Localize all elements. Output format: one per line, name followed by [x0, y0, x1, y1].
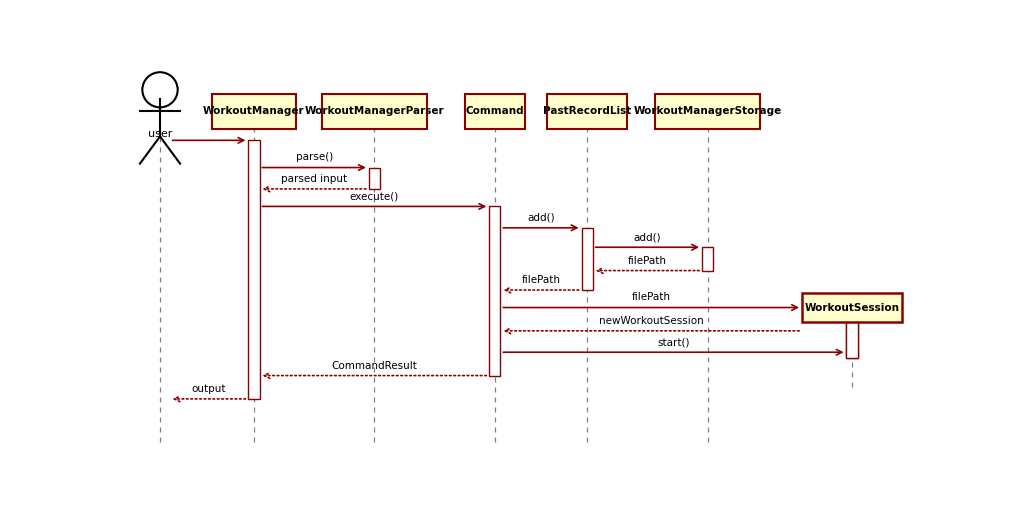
Text: start(): start()	[657, 337, 690, 347]
FancyBboxPatch shape	[702, 247, 713, 271]
FancyBboxPatch shape	[547, 93, 627, 129]
FancyBboxPatch shape	[322, 93, 427, 129]
FancyBboxPatch shape	[656, 93, 759, 129]
Text: CommandResult: CommandResult	[332, 361, 418, 371]
Text: user: user	[148, 129, 172, 139]
FancyBboxPatch shape	[249, 140, 260, 399]
FancyBboxPatch shape	[211, 93, 296, 129]
Text: parse(): parse()	[295, 153, 333, 163]
FancyBboxPatch shape	[581, 228, 593, 290]
FancyBboxPatch shape	[465, 93, 525, 129]
Text: add(): add()	[634, 232, 661, 242]
Text: WorkoutManagerStorage: WorkoutManagerStorage	[633, 106, 782, 116]
Text: add(): add()	[527, 213, 555, 223]
FancyBboxPatch shape	[489, 207, 500, 376]
Text: WorkoutManager: WorkoutManager	[203, 106, 305, 116]
Text: filePath: filePath	[521, 275, 560, 285]
FancyBboxPatch shape	[802, 293, 902, 322]
FancyBboxPatch shape	[846, 308, 858, 358]
Text: parsed input: parsed input	[281, 174, 347, 184]
Text: WorkoutManagerParser: WorkoutManagerParser	[305, 106, 444, 116]
FancyBboxPatch shape	[369, 168, 380, 189]
Text: execute(): execute()	[350, 191, 399, 201]
Text: output: output	[192, 384, 226, 394]
Text: Command: Command	[465, 106, 524, 116]
Text: filePath: filePath	[628, 256, 667, 266]
Text: WorkoutSession: WorkoutSession	[805, 302, 899, 313]
Text: newWorkoutSession: newWorkoutSession	[599, 316, 703, 326]
Text: PastRecordList: PastRecordList	[543, 106, 631, 116]
Text: filePath: filePath	[632, 292, 670, 302]
FancyBboxPatch shape	[846, 308, 858, 358]
